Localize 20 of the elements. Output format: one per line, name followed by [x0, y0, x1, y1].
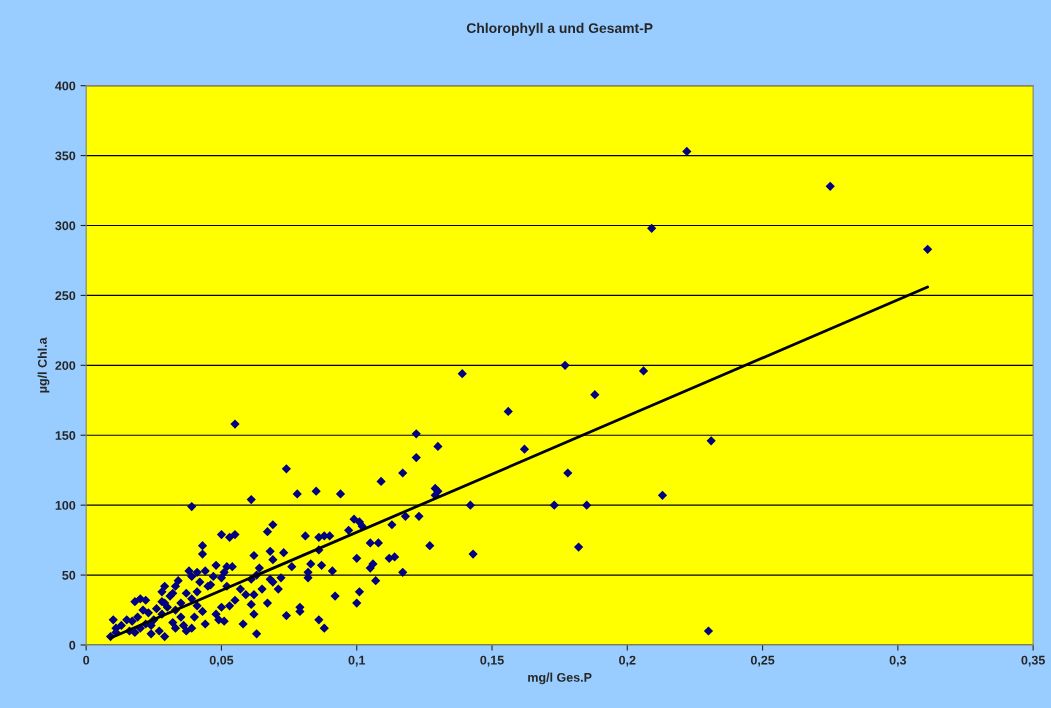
y-tick-label: 200 — [55, 361, 76, 370]
x-tick-label: 0,05 — [209, 655, 234, 667]
x-axis-title: mg/l Ges.P — [528, 672, 592, 685]
x-tick-label: 0 — [83, 655, 90, 665]
y-tick-label: 250 — [55, 291, 76, 301]
y-axis-title: µg/l Chl.a — [37, 337, 50, 393]
y-tick-label: 400 — [55, 81, 76, 91]
y-tick-label: 300 — [55, 221, 76, 231]
x-tick-label: 0,1 — [348, 655, 366, 667]
x-tick-label: 0,35 — [1021, 655, 1045, 667]
x-tick-label: 0,3 — [889, 655, 907, 667]
y-tick-label: 350 — [55, 151, 76, 161]
y-tick-label: 100 — [55, 500, 76, 510]
x-tick-label: 0,25 — [750, 655, 775, 667]
x-tick-label: 0,2 — [619, 655, 636, 667]
y-tick-label: 150 — [55, 431, 76, 440]
y-tick-label: 0 — [69, 640, 76, 650]
x-tick-label: 0,15 — [480, 655, 504, 667]
chart-title: Chlorophyll a und Gesamt-P — [466, 22, 653, 36]
y-tick-label: 50 — [62, 570, 76, 580]
